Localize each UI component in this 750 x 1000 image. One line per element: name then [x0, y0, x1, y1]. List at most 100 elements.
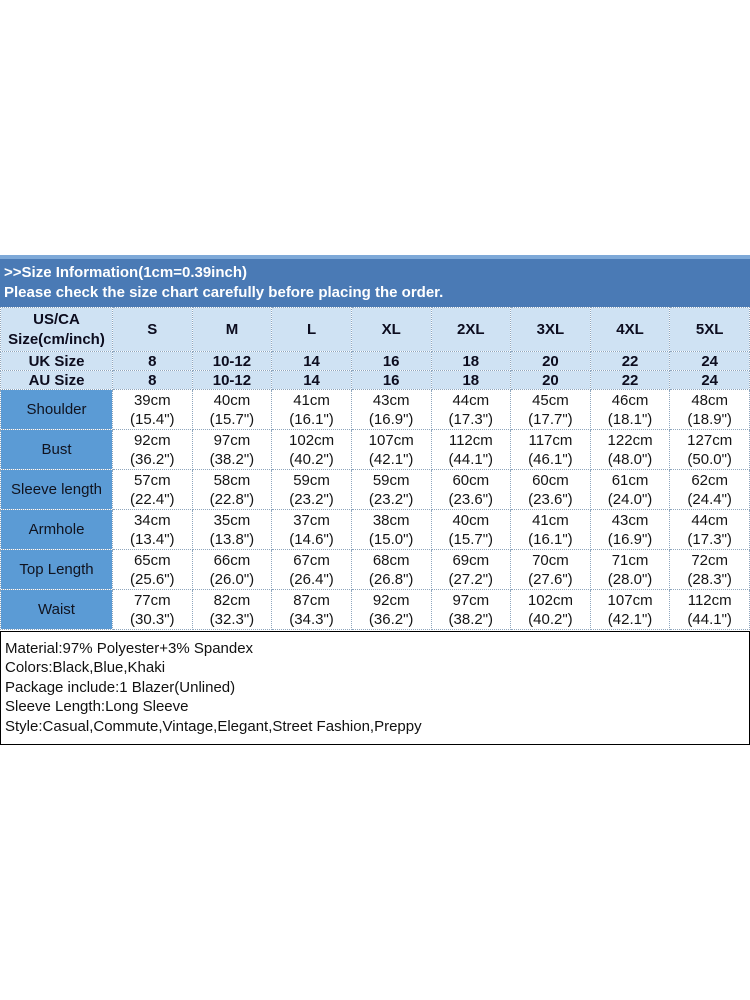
- cm-value: 82cm: [213, 591, 251, 609]
- cm-value: 62cm: [691, 471, 729, 489]
- cm-value: 67cm: [293, 551, 330, 569]
- au-size-value: 24: [669, 370, 750, 390]
- cm-value: 43cm: [372, 391, 410, 409]
- cm-value: 112cm: [448, 431, 493, 449]
- inch-value: (16.1"): [528, 530, 573, 548]
- measurement-label: Shoulder: [0, 389, 113, 430]
- cm-value: 39cm: [133, 391, 171, 409]
- au-size-label: AU Size: [0, 370, 113, 390]
- au-size-row: AU Size 8 10-12 14 16 18 20 22 24: [0, 370, 750, 390]
- cm-value: 107cm: [607, 591, 653, 609]
- size-value-cell: 45cm (17.7"): [510, 389, 591, 430]
- size-value-cell: 62cm (24.4"): [669, 469, 750, 510]
- cm-value: 59cm: [372, 471, 410, 489]
- cm-value: 102cm: [289, 431, 335, 449]
- inch-value: (28.3"): [687, 570, 732, 588]
- size-value-cell: 112cm (44.1"): [669, 589, 750, 630]
- size-value-cell: 102cm (40.2"): [271, 429, 352, 470]
- size-column-header-m: M: [191, 307, 273, 352]
- size-value-cell: 107cm (42.1"): [589, 589, 671, 630]
- inch-value: (27.6"): [528, 570, 573, 588]
- cm-value: 60cm: [532, 471, 569, 489]
- product-info-box: Material:97% Polyester+3% Spandex Colors…: [0, 631, 750, 746]
- inch-value: (38.2"): [209, 450, 255, 468]
- uk-size-row: UK Size 8 10-12 14 16 18 20 22 24: [0, 351, 750, 371]
- cm-value: 34cm: [133, 511, 171, 529]
- measurement-row-bust: Bust 92cm (36.2") 97cm (38.2") 102cm (40.2"…: [0, 429, 750, 470]
- size-value-cell: 59cm (23.2"): [271, 469, 352, 510]
- uk-size-value: 18: [430, 351, 512, 371]
- size-value-cell: 60cm (23.6"): [510, 469, 591, 510]
- measurement-label: Waist: [0, 589, 113, 630]
- inch-value: (28.0"): [607, 570, 653, 588]
- size-value-cell: 117cm (46.1"): [510, 429, 591, 470]
- inch-value: (24.4"): [687, 490, 732, 508]
- cm-value: 44cm: [452, 391, 490, 409]
- inch-value: (44.1"): [448, 450, 494, 468]
- size-value-cell: 112cm (44.1"): [430, 429, 512, 470]
- size-value-cell: 68cm (26.8"): [350, 549, 432, 590]
- size-column-header-xl: XL: [350, 307, 432, 352]
- inch-value: (38.2"): [448, 610, 494, 628]
- inch-value: (36.2"): [130, 450, 175, 468]
- size-value-cell: 57cm (22.4"): [112, 469, 193, 510]
- inch-value: (27.2"): [448, 570, 494, 588]
- size-value-cell: 70cm (27.6"): [510, 549, 591, 590]
- au-size-value: 8: [112, 370, 193, 390]
- inch-value: (44.1"): [687, 610, 732, 628]
- size-column-header-5xl: 5XL: [669, 307, 750, 352]
- cm-value: 92cm: [372, 591, 410, 609]
- size-info-panel: >>Size Information(1cm=0.39inch) Please …: [0, 255, 750, 746]
- measurement-row-waist: Waist 77cm (30.3") 82cm (32.3") 87cm (34.3"…: [0, 589, 750, 630]
- inch-value: (15.7"): [209, 410, 255, 428]
- cm-value: 71cm: [611, 551, 649, 569]
- size-value-cell: 66cm (26.0"): [191, 549, 273, 590]
- size-chart-table: US/CA Size(cm/inch) S M L XL 2XL 3XL 4XL…: [0, 307, 750, 630]
- inch-value: (23.6"): [528, 490, 573, 508]
- cm-value: 77cm: [133, 591, 171, 609]
- size-column-header-4xl: 4XL: [589, 307, 671, 352]
- cm-value: 40cm: [452, 511, 490, 529]
- inch-value: (46.1"): [528, 450, 573, 468]
- cm-value: 40cm: [213, 391, 251, 409]
- cm-value: 127cm: [687, 431, 733, 449]
- cm-value: 107cm: [368, 431, 414, 449]
- cm-value: 48cm: [691, 391, 729, 409]
- inch-value: (26.0"): [209, 570, 255, 588]
- product-info-line-sleeve: Sleeve Length:Long Sleeve: [5, 698, 189, 716]
- measurement-label: Armhole: [0, 509, 113, 550]
- inch-value: (16.1"): [289, 410, 334, 428]
- size-column-header-s: S: [112, 307, 193, 352]
- cm-value: 37cm: [293, 511, 330, 529]
- cm-value: 41cm: [532, 511, 569, 529]
- cm-value: 66cm: [213, 551, 251, 569]
- size-value-cell: 69cm (27.2"): [430, 549, 512, 590]
- size-value-cell: 127cm (50.0"): [669, 429, 750, 470]
- au-size-value: 16: [350, 370, 432, 390]
- size-value-cell: 44cm (17.3"): [430, 389, 512, 430]
- inch-value: (42.1"): [368, 450, 414, 468]
- inch-value: (42.1"): [607, 610, 653, 628]
- product-info-line-style: Style:Casual,Commute,Vintage,Elegant,Str…: [5, 717, 422, 735]
- size-value-cell: 122cm (48.0"): [589, 429, 671, 470]
- cm-value: 97cm: [452, 591, 490, 609]
- uk-size-value: 20: [510, 351, 591, 371]
- size-value-cell: 92cm (36.2"): [112, 429, 193, 470]
- measurement-row-top-length: Top Length 65cm (25.6") 66cm (26.0") 67cm(…: [0, 549, 750, 590]
- banner-title: >>Size Information(1cm=0.39inch): [4, 264, 247, 281]
- inch-value: (22.4"): [130, 490, 175, 508]
- size-value-cell: 59cm (23.2"): [350, 469, 432, 510]
- cm-value: 38cm: [372, 511, 410, 529]
- size-value-cell: 38cm (15.0"): [350, 509, 432, 550]
- size-value-cell: 102cm (40.2"): [510, 589, 591, 630]
- measurement-label: Top Length: [0, 549, 113, 590]
- measurement-row-armhole: Armhole 34cm (13.4") 35cm (13.8") 37cm (14.…: [0, 509, 750, 550]
- inch-value: (18.1"): [607, 410, 653, 428]
- size-value-cell: 43cm (16.9"): [350, 389, 432, 430]
- size-value-cell: 39cm (15.4"): [112, 389, 193, 430]
- cm-value: 92cm: [133, 431, 171, 449]
- cm-value: 41cm: [293, 391, 330, 409]
- inch-value: (14.6"): [289, 530, 334, 548]
- inch-value: (50.0"): [687, 450, 732, 468]
- size-value-cell: 71cm (28.0"): [589, 549, 671, 590]
